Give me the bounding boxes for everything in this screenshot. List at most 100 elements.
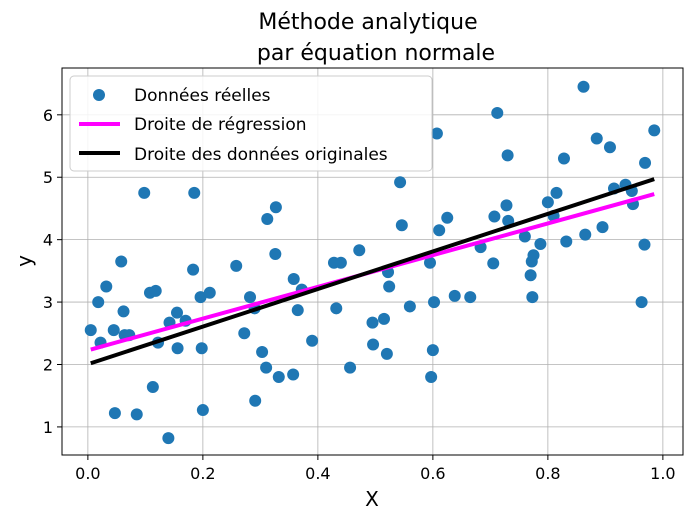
y-tick-label: 4 — [43, 231, 53, 250]
x-tick-label: 0.4 — [305, 464, 330, 483]
scatter-point — [84, 324, 97, 337]
scatter-point — [579, 228, 592, 241]
scatter-point — [194, 291, 207, 304]
scatter-point — [403, 300, 416, 313]
scatter-point — [464, 291, 477, 304]
scatter-point — [260, 361, 273, 374]
scatter-point — [383, 280, 396, 293]
scatter-point — [635, 296, 648, 309]
scatter-point — [648, 124, 661, 137]
scatter-point — [287, 272, 300, 285]
scatter-point — [441, 211, 454, 224]
scatter-point — [171, 342, 184, 355]
chart-title-line-2: par équation normale — [257, 41, 495, 66]
scatter-point — [108, 407, 121, 420]
scatter-point — [334, 256, 347, 269]
scatter-point — [291, 304, 304, 317]
x-axis-label: X — [365, 487, 379, 511]
scatter-point — [557, 152, 570, 165]
scatter-point — [501, 149, 514, 162]
scatter-point — [425, 370, 438, 383]
scatter-point — [117, 305, 130, 318]
scatter-point — [638, 238, 651, 251]
legend-box — [69, 75, 433, 172]
scatter-point — [380, 347, 393, 360]
scatter-point — [187, 263, 200, 276]
scatter-point — [195, 342, 208, 355]
scatter-point — [162, 432, 175, 445]
scatter-point — [491, 106, 504, 119]
scatter-point — [367, 338, 380, 351]
legend-label-droite-regression: Droite de régression — [134, 115, 307, 135]
scatter-point — [550, 186, 563, 199]
scatter-point — [541, 196, 554, 209]
scatter-point — [590, 132, 603, 145]
scatter-point — [188, 186, 201, 199]
legend-label-droite-originale: Droite des données originales — [134, 145, 388, 165]
scatter-point — [527, 249, 540, 262]
plot-marks — [84, 80, 661, 445]
scatter-point — [230, 259, 243, 272]
chart-title-line-1: Méthode analytique — [258, 10, 477, 35]
scatter-point — [146, 380, 159, 393]
y-axis-label: y — [12, 255, 36, 267]
y-tick-label: 5 — [43, 168, 53, 187]
scatter-point — [378, 312, 390, 325]
scatter-point — [203, 286, 216, 299]
scatter-point — [130, 408, 143, 421]
scatter-point — [287, 368, 300, 381]
scatter-point — [244, 291, 257, 304]
legend: Données réelles Droite de régression Dro… — [69, 75, 433, 172]
x-tick-label: 1.0 — [650, 464, 675, 483]
scatter-point — [171, 306, 183, 319]
y-tick-label: 6 — [43, 106, 53, 125]
scatter-point — [487, 257, 500, 270]
y-axis-ticks: 1 2 3 4 5 6 — [43, 106, 62, 437]
scatter-point — [306, 334, 319, 347]
scatter-point — [249, 394, 262, 407]
scatter-point — [353, 244, 366, 257]
scatter-point — [526, 291, 539, 304]
scatter-point — [500, 199, 513, 212]
scatter-point — [261, 213, 274, 226]
scatter-point — [488, 210, 501, 223]
x-tick-label: 0.6 — [420, 464, 445, 483]
legend-marker-scatter — [93, 89, 105, 101]
scatter-point — [395, 219, 408, 232]
original-data-line — [90, 177, 655, 366]
scatter-point — [366, 316, 379, 329]
y-tick-label: 2 — [43, 355, 53, 374]
scatter-point — [269, 201, 282, 214]
scatter-point — [524, 269, 537, 282]
scatter-point — [256, 346, 269, 359]
y-tick-label: 1 — [43, 418, 53, 437]
scatter-point — [107, 324, 120, 337]
scatter-point — [196, 404, 209, 417]
scatter-point — [238, 327, 251, 340]
scatter-point — [577, 80, 590, 93]
scatter-point — [394, 176, 407, 189]
scatter-point — [596, 221, 609, 234]
scatter-point — [430, 127, 443, 140]
scatter-point — [330, 302, 343, 315]
scatter-point — [272, 370, 285, 383]
scatter-point — [560, 235, 573, 248]
scatter-point — [428, 296, 441, 309]
y-tick-label: 3 — [43, 293, 53, 312]
scatter-point — [92, 296, 105, 309]
x-tick-label: 0.2 — [190, 464, 215, 483]
scatter-point — [100, 280, 113, 293]
scatter-point — [433, 224, 446, 237]
scatter-point — [448, 289, 461, 302]
scatter-point — [534, 238, 547, 251]
scatter-point — [138, 186, 151, 199]
scatter-point — [149, 284, 162, 297]
scatter-point — [603, 141, 616, 154]
x-axis-ticks: 0.0 0.2 0.4 0.6 0.8 1.0 — [75, 455, 676, 483]
scatter-point — [639, 156, 652, 169]
legend-label-donnees-reelles: Données réelles — [134, 86, 271, 106]
scatter-point — [115, 255, 128, 268]
scatter-point — [426, 344, 439, 357]
plot-frame — [61, 67, 684, 456]
